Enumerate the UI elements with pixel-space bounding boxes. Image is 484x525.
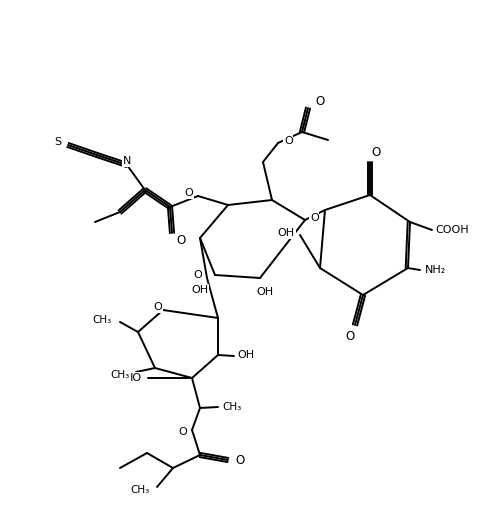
Text: N: N xyxy=(122,156,131,166)
Text: O: O xyxy=(178,427,187,437)
Text: O: O xyxy=(284,136,292,146)
Text: OH: OH xyxy=(256,287,273,297)
Text: CH₃: CH₃ xyxy=(131,485,150,495)
Text: CH₃: CH₃ xyxy=(92,315,112,325)
Text: CH₃: CH₃ xyxy=(110,370,130,380)
Text: S: S xyxy=(54,137,61,147)
Text: HO: HO xyxy=(124,373,142,383)
Text: OH: OH xyxy=(277,228,294,238)
Text: COOH: COOH xyxy=(434,225,468,235)
Text: OH: OH xyxy=(237,350,254,360)
Text: O: O xyxy=(184,188,193,198)
Text: O: O xyxy=(314,94,324,108)
Text: O: O xyxy=(309,213,318,223)
Text: O: O xyxy=(153,302,162,312)
Text: O: O xyxy=(176,234,185,247)
Text: CH₃: CH₃ xyxy=(222,402,241,412)
Text: O: O xyxy=(345,331,354,343)
Text: OH: OH xyxy=(191,285,208,295)
Text: O: O xyxy=(235,454,244,467)
Text: NH₂: NH₂ xyxy=(424,265,445,275)
Text: O: O xyxy=(193,270,201,280)
Text: O: O xyxy=(371,145,380,159)
